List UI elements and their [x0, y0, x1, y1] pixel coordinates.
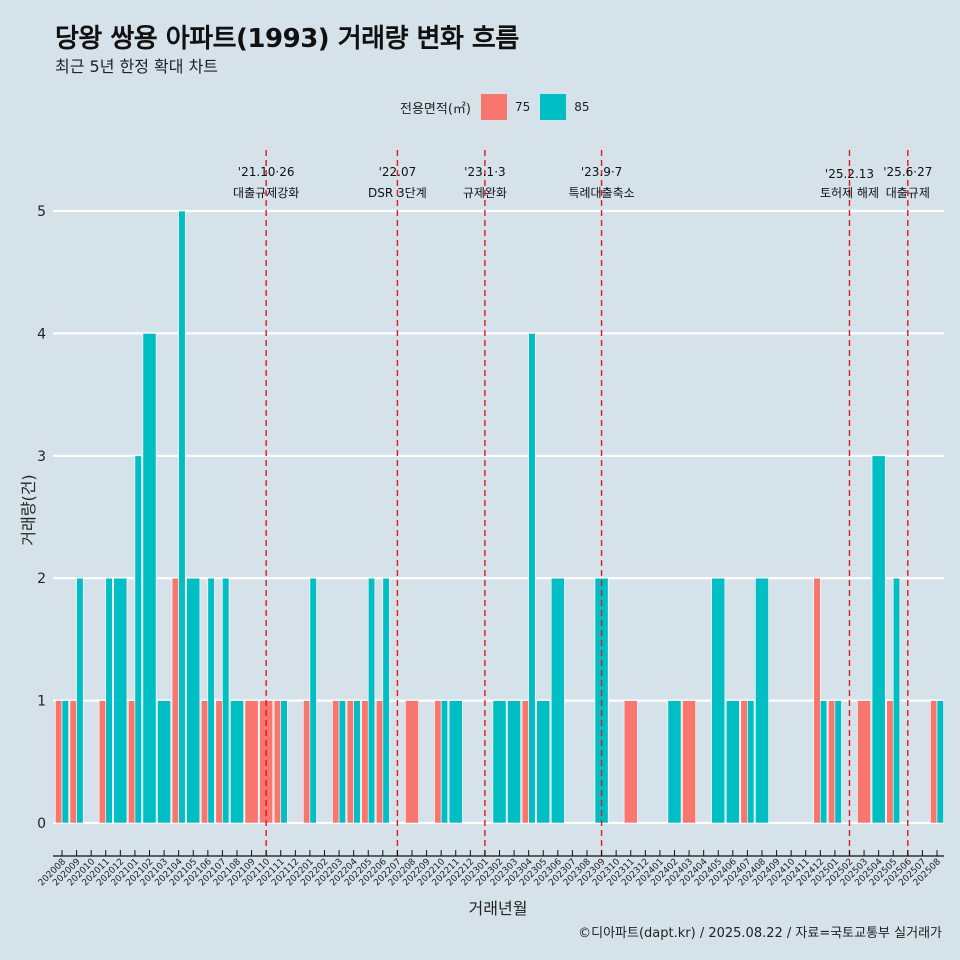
bar-85-202406	[725, 700, 740, 824]
y-axis: 0 1 2 3 4 5	[37, 204, 46, 832]
bar-85-202201	[309, 577, 317, 824]
bar-85-202009	[76, 577, 84, 824]
legend: 전용면적(㎡) 75 85	[400, 93, 600, 121]
bar-75-202011	[98, 700, 107, 824]
bar-85-202204	[353, 700, 361, 824]
caption: ©디아파트(dapt.kr) / 2025.08.22 / 자료=국토교통부 실…	[578, 926, 942, 941]
bar-85-202504	[871, 455, 886, 824]
bar-75-202205	[361, 700, 369, 824]
bar-85-202304	[528, 333, 536, 824]
bar-75-202201	[303, 700, 311, 824]
bar-75-202508	[930, 700, 938, 824]
bar-85-202508	[936, 700, 944, 824]
bar-75-202101	[128, 700, 136, 824]
bar-85-202111	[280, 700, 288, 824]
bar-85-202412	[820, 700, 828, 824]
y-tick-label: 4	[37, 326, 46, 342]
bar-85-202108	[230, 700, 244, 824]
annotation-date: '25.2.13	[825, 167, 874, 181]
bar-85-202012	[113, 577, 128, 824]
bar-85-202103	[157, 700, 171, 824]
bar-85-202501	[834, 700, 842, 824]
legend-label-85: 85	[574, 100, 590, 114]
bar-85-202011	[105, 577, 113, 824]
bar-75-202206	[375, 700, 384, 824]
bar-75-202304	[521, 700, 529, 824]
bar-75-202009	[69, 700, 77, 824]
bar-75-202208	[405, 700, 419, 824]
y-tick-label: 5	[37, 204, 46, 220]
annotation-date: '25.6·27	[883, 165, 932, 179]
annotation-label: DSR 3단계	[368, 186, 427, 200]
legend-label-75: 75	[514, 100, 531, 114]
annotation-date: '23.1·3	[464, 165, 505, 179]
bar-85-202306	[550, 577, 565, 824]
bar-75-202109	[244, 700, 259, 824]
bar-85-202303	[507, 700, 521, 824]
bar-75-202501	[827, 700, 836, 824]
y-tick-label: 3	[37, 449, 46, 465]
bar-85-202104	[178, 210, 186, 824]
bar-85-202408	[755, 577, 769, 824]
bar-75-202008	[55, 700, 63, 824]
bar-75-202210	[434, 700, 442, 824]
annotation-date: '21.10·26	[238, 165, 295, 179]
annotation-label: 대출규제강화	[233, 186, 299, 200]
bar-85-202206	[382, 577, 390, 824]
bar-85-202407	[747, 700, 755, 824]
bar-75-202111	[273, 700, 282, 824]
bar-85-202105	[186, 577, 201, 824]
bar-85-202102	[142, 333, 157, 824]
bar-75-202106	[200, 700, 209, 824]
legend-swatch-75	[480, 94, 507, 120]
y-tick-label: 2	[37, 571, 46, 587]
bar-85-202305	[536, 700, 551, 824]
annotation-label: 특례대출축소	[568, 186, 634, 200]
bar-75-202505	[886, 700, 894, 824]
bar-85-202106	[207, 577, 215, 824]
bar-85-202101	[134, 455, 142, 824]
bar-75-202204	[346, 700, 354, 824]
bar-75-202107	[215, 700, 223, 824]
bar-75-202412	[813, 577, 821, 824]
y-tick-label: 1	[37, 694, 46, 710]
annotation-label: 규제완화	[463, 186, 507, 200]
bar-75-202403	[682, 700, 696, 824]
y-tick-label: 0	[37, 816, 46, 832]
y-axis-title: 거래량(건)	[19, 474, 38, 545]
bar-85-202203	[338, 700, 346, 824]
annotation-label: 대출규제	[886, 186, 930, 200]
bar-85-202405	[711, 577, 726, 824]
bar-85-202211	[448, 700, 463, 824]
annotation-date: '23.9·7	[581, 165, 622, 179]
chart-title: 당왕 쌍용 아파트(1993) 거래량 변화 흐름	[55, 24, 519, 54]
bar-85-202008	[61, 700, 69, 824]
annotations: '21.10·26 대출규제강화 '22.07 DSR 3단계 '23.1·3 규제완화 '…	[233, 150, 932, 856]
bar-75-202503	[857, 700, 871, 824]
bars	[55, 210, 944, 824]
bar-85-202210	[440, 700, 449, 824]
x-axis-title: 거래년월	[469, 899, 528, 918]
bar-75-202311	[623, 700, 638, 824]
legend-swatch-85	[540, 94, 567, 120]
bar-75-202203	[332, 700, 340, 824]
bar-85-202205	[367, 577, 376, 824]
bar-75-202407	[740, 700, 748, 824]
annotation-date: '22.07	[379, 165, 417, 179]
bar-85-202107	[222, 577, 230, 824]
bar-75-202104	[171, 577, 179, 824]
chart-subtitle: 최근 5년 한정 확대 차트	[55, 57, 219, 76]
legend-title: 전용면적(㎡)	[400, 101, 471, 117]
annotation-label: 토허제 해제	[820, 186, 879, 200]
bar-85-202402	[667, 700, 682, 824]
bar-85-202302	[492, 700, 507, 824]
x-axis: 2020082020092020102020112020122021012021…	[37, 850, 944, 888]
bar-85-202505	[892, 577, 901, 824]
